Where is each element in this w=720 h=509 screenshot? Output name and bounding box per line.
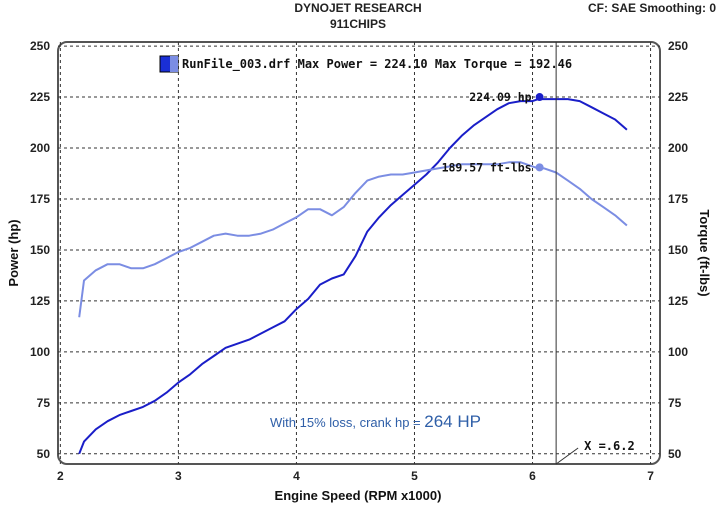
peak-power-marker: [535, 93, 544, 102]
y-tick-label: 225: [30, 90, 50, 104]
peak-markers: [535, 93, 544, 172]
peak-power-label: 224.09 hp: [469, 90, 531, 104]
y-tick-label: 200: [30, 141, 50, 155]
plot-frame: [57, 41, 661, 465]
chart-subtitle: 911CHIPS: [330, 17, 386, 31]
crank-hp-value: 264 HP: [424, 412, 481, 431]
chart-title: DYNOJET RESEARCH: [294, 1, 421, 15]
y2-tick-label: 50: [668, 447, 682, 461]
x-tick-label: 6: [529, 469, 536, 483]
x-tick-label: 4: [293, 469, 300, 483]
y2-tick-labels: 50 75 100 125 150 175 200 225 250: [668, 39, 688, 461]
y-tick-label: 100: [30, 345, 50, 359]
y-tick-label: 125: [30, 294, 50, 308]
y-tick-label: 250: [30, 39, 50, 53]
cursor-readout: X =.6.2: [584, 439, 635, 453]
y2-tick-label: 125: [668, 294, 688, 308]
y2-tick-label: 200: [668, 141, 688, 155]
y2-tick-label: 175: [668, 192, 688, 206]
x-tick-label: 3: [175, 469, 182, 483]
y-tick-label: 75: [37, 396, 51, 410]
y-tick-label: 50: [37, 447, 51, 461]
y-tick-labels: 50 75 100 125 150 175 200 225 250: [30, 39, 50, 461]
y2-tick-label: 100: [668, 345, 688, 359]
crank-hp-prefix: With 15% loss, crank hp =: [270, 415, 424, 430]
y-tick-label: 150: [30, 243, 50, 257]
y-tick-label: 175: [30, 192, 50, 206]
peak-torque-label: 189.57 ft-lbs: [442, 160, 532, 174]
x-axis-label: Engine Speed (RPM x1000): [275, 488, 442, 503]
y2-tick-label: 250: [668, 39, 688, 53]
y2-tick-label: 75: [668, 396, 682, 410]
x-tick-label: 5: [411, 469, 418, 483]
y-axis-label: Power (hp): [6, 219, 21, 286]
y2-tick-label: 225: [668, 90, 688, 104]
crank-hp-note: With 15% loss, crank hp = 264 HP: [270, 412, 481, 431]
legend-swatch-light: [170, 56, 178, 72]
y2-axis-label: Torque (ft-lbs): [697, 209, 712, 296]
y2-tick-label: 150: [668, 243, 688, 257]
correction-settings: CF: SAE Smoothing: 0: [588, 1, 716, 15]
legend-label: RunFile_003.drf Max Power = 224.10 Max T…: [182, 57, 572, 72]
peak-torque-marker: [535, 163, 544, 172]
x-tick-labels: 2 3 4 5 6 7: [57, 469, 654, 483]
cursor-leader: [555, 447, 579, 465]
x-tick-label: 2: [57, 469, 64, 483]
x-tick-label: 7: [647, 469, 654, 483]
